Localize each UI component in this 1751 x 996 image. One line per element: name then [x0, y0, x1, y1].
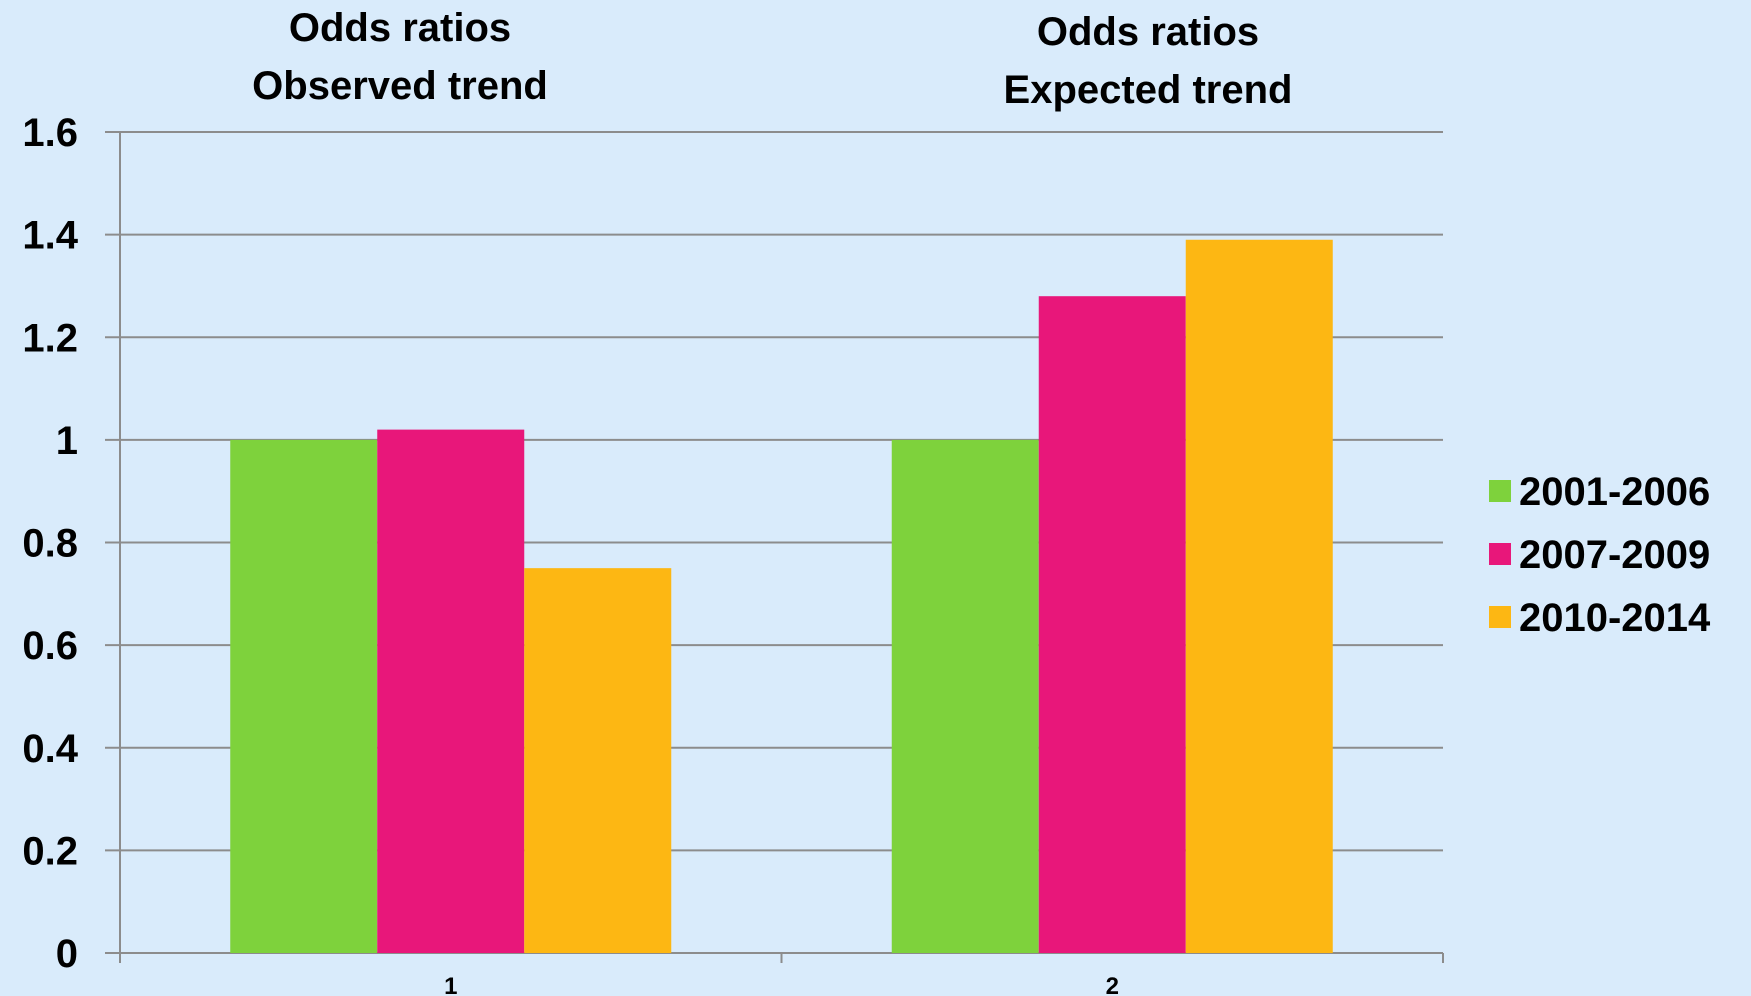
y-tick-labels: 0 0.2 0.4 0.6 0.8 1 1.2 1.4 1.6	[22, 111, 78, 976]
y-tick-label: 1	[56, 419, 78, 463]
y-tick-label: 1.4	[22, 214, 78, 258]
panel-title-line: Odds ratios	[1037, 10, 1259, 54]
legend-label: 2001-2006	[1519, 470, 1710, 514]
legend: 2001-2006 2007-2009 2010-2014	[1489, 470, 1711, 640]
bar-2007-2009-cat-2	[1038, 296, 1186, 953]
bar-2001-2006-cat-2	[891, 439, 1039, 953]
y-tick-label: 0	[56, 932, 78, 976]
y-tick-label: 0.6	[22, 624, 78, 668]
bars	[230, 239, 1333, 954]
x-tick-label: 1	[444, 973, 457, 996]
panel-title-line: Observed trend	[252, 64, 548, 108]
y-tick-label: 1.6	[22, 111, 78, 155]
bar-2010-2014-cat-2	[1185, 239, 1333, 954]
x-tick-label: 2	[1106, 973, 1119, 996]
legend-swatch	[1489, 606, 1511, 628]
bar-2010-2014-cat-1	[524, 568, 672, 953]
panel-title-line: Odds ratios	[289, 6, 511, 50]
legend-swatch	[1489, 543, 1511, 565]
legend-swatch	[1489, 480, 1511, 502]
bar-2007-2009-cat-1	[377, 429, 525, 953]
panel-title-line: Expected trend	[1004, 68, 1293, 112]
y-tick-label: 1.2	[22, 316, 78, 360]
bar-2001-2006-cat-1	[230, 439, 378, 953]
y-tick-label: 0.8	[22, 522, 78, 566]
legend-label: 2010-2014	[1519, 596, 1711, 640]
panel-titles: Odds ratios Observed trend Odds ratios Expe…	[252, 6, 1292, 112]
y-tick-label: 0.2	[22, 829, 78, 873]
legend-label: 2007-2009	[1519, 533, 1710, 577]
y-tick-label: 0.4	[22, 727, 78, 771]
